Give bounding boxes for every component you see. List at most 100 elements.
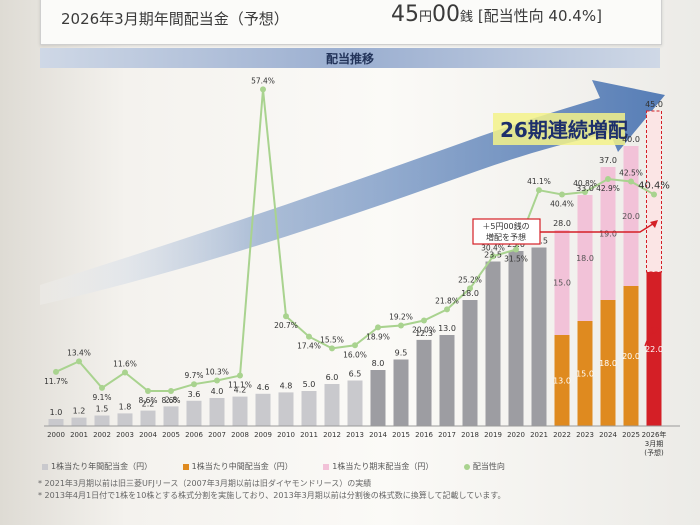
payout-label: 13.4% [67, 348, 91, 357]
legend-payout-dot [463, 463, 470, 470]
headline-sen-unit: 銭 [460, 10, 474, 25]
bar-interim-label: 20.0 [622, 352, 640, 361]
payout-label: 11.7% [44, 377, 68, 386]
bar-annual-label: 2.2 [142, 400, 155, 409]
x-tick-label: 2013 [346, 431, 364, 439]
legend-final: 1株当たり期末配当金（円） [323, 461, 433, 472]
increase-arrow-head [651, 327, 659, 334]
x-tick-label: 3月期 [645, 440, 663, 448]
payout-label: 19.2% [389, 312, 413, 321]
x-tick-label: 2006 [185, 431, 203, 439]
bar-annual [94, 415, 110, 426]
bar-annual [347, 380, 363, 426]
bar-annual-label: 8.0 [372, 359, 385, 368]
footnote-1: * 2021年3月期以前は旧三菱UFJリース（2007年3月期以前は旧ダイヤモン… [38, 479, 372, 488]
x-tick-label: 2015 [392, 431, 410, 439]
payout-point [145, 388, 151, 394]
payout-label: 21.8% [435, 296, 459, 305]
payout-point [122, 369, 128, 376]
legend-annual: 1株当たり年間配当金（円） [42, 461, 152, 472]
payout-label: 31.5% [504, 254, 528, 263]
bar-interim [554, 335, 570, 426]
payout-point [214, 377, 220, 384]
bar-final [577, 195, 593, 321]
legend-payout: 配当性向 [463, 461, 505, 472]
x-tick-label: 2024 [599, 431, 617, 439]
payout-label: 9.7% [184, 371, 203, 380]
bar-annual [485, 261, 501, 426]
bar-annual [232, 396, 248, 426]
payout-point [398, 322, 404, 329]
payout-point [490, 253, 496, 260]
headline-value: 45円00銭 [配当性向 40.4%] [391, 2, 602, 27]
bar-annual [324, 384, 340, 426]
x-tick-label: 2016 [415, 431, 433, 439]
x-tick-label: 2022 [553, 431, 571, 439]
payout-point [329, 345, 335, 352]
bar-annual [531, 247, 547, 426]
legend-interim: 1株当たり中間配当金（円） [182, 461, 293, 472]
payout-label: 18.9% [366, 332, 390, 341]
payout-label: 42.9% [596, 184, 620, 193]
x-tick-label: 2003 [116, 431, 134, 439]
headline-amount-yen: 45 [391, 2, 419, 27]
bar-annual-label: 12.3 [415, 329, 433, 338]
payout-point [375, 324, 381, 331]
payout-label: 42.5% [619, 168, 643, 177]
payout-label: 8.6% [161, 396, 180, 405]
legend-annual-swatch [42, 463, 48, 470]
callout-line-1: ＋5円00銭の [482, 221, 529, 231]
bar-annual-label: 37.0 [599, 156, 617, 165]
bar-interim-label: 15.0 [576, 370, 594, 379]
x-tick-label: 2009 [254, 431, 272, 439]
bar-annual-label: 4.8 [280, 381, 293, 390]
payout-label: 8.6% [138, 396, 157, 405]
payout-point [628, 178, 634, 185]
headline-box: 2026年3月期年間配当金（予想） 45円00銭 [配当性向 40.4%] [40, 0, 662, 45]
footnote-2: * 2013年4月1日付で1株を10株とする株式分割を実施しており、2013年3… [38, 491, 506, 500]
bar-annual [163, 406, 179, 426]
payout-point [467, 285, 473, 292]
payout-point [53, 368, 59, 375]
bar-annual [508, 251, 524, 426]
x-tick-label: 2000 [47, 431, 65, 439]
section-band: 配当推移 [40, 48, 660, 68]
bar-annual [416, 339, 432, 426]
bar-annual-label: 4.0 [211, 387, 224, 396]
payout-point [76, 358, 82, 365]
payout-point [582, 189, 588, 196]
x-tick-label: 2004 [139, 431, 157, 439]
x-tick-label: 2011 [300, 431, 318, 439]
payout-label: 57.4% [251, 76, 275, 85]
bar-annual-label: 45.0 [645, 100, 663, 109]
x-tick-label: 2025 [622, 431, 640, 439]
bar-annual-label: 3.6 [188, 390, 201, 399]
x-tick-label: 2023 [576, 431, 594, 439]
bar-annual [71, 417, 87, 426]
legend-interim-swatch [182, 463, 189, 470]
x-tick-label: 2001 [70, 431, 88, 439]
bar-annual [255, 393, 271, 426]
payout-label: 40.8% [573, 179, 597, 188]
payout-point [559, 191, 565, 198]
bar-interim [623, 286, 639, 426]
banner-highlight [493, 113, 625, 145]
section-title: 配当推移 [325, 52, 374, 66]
bar-interim [600, 300, 616, 426]
bar-annual-label: 13.0 [438, 324, 456, 333]
legend-annual-label: 1株当たり年間配当金（円） [51, 462, 153, 471]
bar-annual [140, 410, 156, 426]
bar-annual [439, 335, 455, 426]
bar-annual [186, 400, 202, 426]
bar-annual-label: 28.0 [553, 219, 571, 228]
bar-annual-label: 5.0 [303, 380, 316, 389]
payout-label: 11.1% [228, 381, 252, 390]
banner-text: 26期連続増配 [500, 118, 628, 142]
payout-point [444, 306, 450, 313]
bar-final-label: 18.0 [576, 254, 594, 263]
x-tick-label: 2018 [461, 431, 479, 439]
x-tick-label: (予想) [644, 448, 664, 457]
bar-final [554, 230, 570, 335]
bar-annual-label: 1.0 [50, 408, 63, 417]
